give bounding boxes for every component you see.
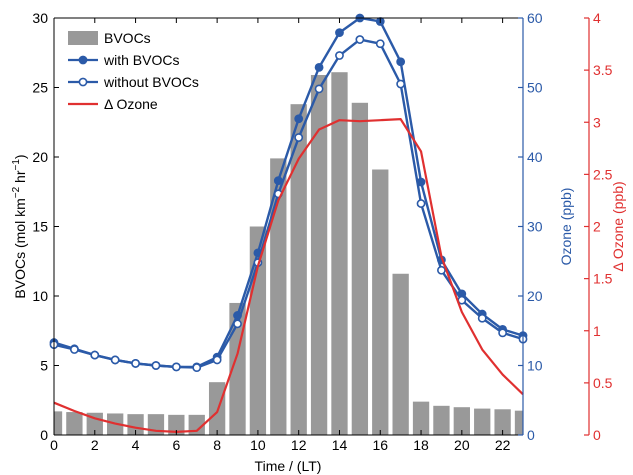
bar-21 — [474, 408, 491, 435]
series-2-point-21 — [477, 313, 487, 323]
series-2-point-9 — [233, 319, 242, 329]
x-tick-label-20: 20 — [454, 437, 470, 453]
delta-ozone-tick-label-2.5: 2.5 — [593, 166, 613, 182]
series-2-point-6 — [171, 362, 181, 372]
series-2-point-1 — [69, 345, 79, 354]
legend-label-3: Δ Ozone — [104, 96, 158, 112]
bar-16 — [372, 169, 389, 435]
x-tick-label-10: 10 — [250, 437, 266, 453]
delta-ozone-tick-label-0: 0 — [593, 427, 601, 443]
series-line-3 — [53, 118, 524, 433]
series-2-point-14 — [335, 51, 344, 60]
bar-17 — [392, 273, 409, 435]
series-2-point-19 — [437, 265, 446, 275]
bar-12 — [290, 104, 307, 436]
legend-marker-2 — [78, 77, 88, 87]
delta-ozone-tick-label-3.5: 3.5 — [593, 62, 613, 78]
x-tick-label-22: 22 — [495, 437, 511, 453]
series-2-point-4 — [131, 359, 140, 368]
left-tick-label-25: 25 — [32, 80, 48, 96]
series-2-point-5 — [151, 361, 161, 370]
ozone-tick-label-30: 30 — [527, 219, 543, 235]
x-axis-label: Time / (LT) — [255, 458, 322, 474]
bar-13 — [310, 74, 328, 436]
x-tick-label-0: 0 — [50, 437, 58, 453]
ozone-axis-label: Ozone (ppb) — [558, 188, 574, 266]
series-2-point-22 — [498, 328, 508, 338]
legend-marker-1 — [78, 55, 88, 65]
series-1-point-14 — [335, 28, 344, 37]
bar-22 — [494, 409, 511, 435]
legend-label-2: without BVOCs — [103, 74, 199, 90]
x-tick-label-12: 12 — [291, 437, 307, 453]
bar-6 — [168, 414, 185, 435]
series-2-point-3 — [110, 355, 120, 365]
series-line-1 — [53, 16, 524, 369]
delta-ozone-axis-label: Δ Ozone (ppb) — [610, 181, 626, 271]
left-tick-label-5: 5 — [40, 358, 48, 374]
x-tick-label-8: 8 — [213, 437, 221, 453]
bar-0 — [54, 411, 63, 435]
x-tick-label-2: 2 — [91, 437, 99, 453]
legend-swatch-0 — [68, 31, 98, 45]
ozone-tick-label-40: 40 — [527, 149, 543, 165]
series-2-point-16 — [375, 39, 385, 49]
x-tick-label-4: 4 — [132, 437, 140, 453]
bar-18 — [412, 401, 430, 435]
bar-14 — [331, 72, 348, 436]
ozone-tick-label-0: 0 — [527, 427, 535, 443]
series-2-point-15 — [355, 35, 365, 44]
x-tick-label-16: 16 — [372, 437, 388, 453]
legend-label-0: BVOCs — [104, 30, 151, 46]
ozone-tick-label-20: 20 — [527, 288, 543, 304]
bar-series — [54, 72, 523, 436]
legend-label-1: with BVOCs — [103, 52, 179, 68]
bar-10 — [249, 226, 267, 435]
bar-4 — [127, 414, 144, 435]
series-2-point-18 — [416, 199, 426, 208]
delta-ozone-tick-label-2: 2 — [593, 219, 601, 235]
bar-1 — [66, 412, 83, 435]
bar-15 — [351, 102, 369, 435]
ozone-tick-label-50: 50 — [527, 80, 543, 96]
ozone-tick-label-10: 10 — [527, 358, 543, 374]
series-2-point-17 — [396, 79, 406, 89]
bar-19 — [433, 405, 450, 435]
series-1-point-17 — [396, 57, 406, 67]
x-tick-label-18: 18 — [413, 437, 429, 453]
series-2-point-7 — [192, 363, 202, 372]
left-axis-label: BVOCs (mol km−2 hr−1) — [11, 154, 28, 298]
x-tick-label-6: 6 — [172, 437, 180, 453]
bar-8 — [208, 382, 226, 435]
line-series — [49, 13, 528, 433]
delta-ozone-tick-label-1.5: 1.5 — [593, 271, 613, 287]
delta-ozone-tick-label-4: 4 — [593, 10, 601, 26]
bar-23 — [514, 410, 523, 435]
left-tick-label-0: 0 — [40, 427, 48, 443]
series-2-point-2 — [90, 350, 100, 360]
series-1-point-11 — [273, 176, 283, 186]
left-tick-label-30: 30 — [32, 10, 48, 26]
series-2-point-8 — [212, 355, 222, 365]
left-tick-label-10: 10 — [32, 288, 48, 304]
delta-ozone-tick-label-1: 1 — [593, 323, 601, 339]
left-tick-label-20: 20 — [32, 149, 48, 165]
x-tick-label-14: 14 — [332, 437, 348, 453]
delta-ozone-tick-label-3: 3 — [593, 114, 601, 130]
ozone-tick-label-60: 60 — [527, 10, 543, 26]
series-2-point-13 — [314, 84, 324, 94]
delta-ozone-tick-label-0.5: 0.5 — [593, 375, 613, 391]
series-1-point-12 — [294, 114, 304, 124]
series-2-point-12 — [294, 133, 304, 142]
left-tick-label-15: 15 — [32, 219, 48, 235]
bar-11 — [270, 158, 287, 435]
bar-20 — [453, 407, 470, 435]
series-1-point-13 — [314, 62, 324, 72]
legend: BVOCs with BVOCs without BVOCs Δ Ozone — [68, 30, 199, 112]
